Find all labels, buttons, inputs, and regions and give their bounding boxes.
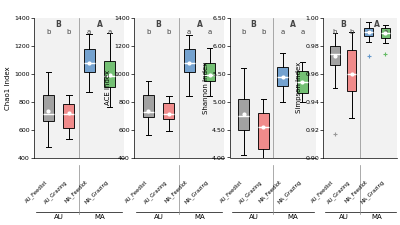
Text: b: b (146, 29, 150, 35)
Text: a: a (87, 29, 91, 35)
Text: a: a (108, 29, 112, 35)
Text: AU: AU (154, 214, 164, 220)
Text: a: a (208, 29, 212, 35)
PathPatch shape (184, 49, 195, 72)
Text: B: B (250, 20, 256, 29)
Text: a: a (366, 29, 371, 35)
Text: MA_Feedlot: MA_Feedlot (64, 179, 89, 204)
Text: AU_Feedlot: AU_Feedlot (310, 179, 335, 204)
Text: MA_Feedlot: MA_Feedlot (164, 179, 189, 204)
Text: AU_Grazing: AU_Grazing (143, 179, 169, 205)
Text: A: A (290, 20, 296, 29)
Text: b: b (242, 29, 246, 35)
Text: MA: MA (287, 214, 298, 220)
Text: a: a (281, 29, 285, 35)
Text: b: b (261, 29, 266, 35)
Text: b: b (46, 29, 50, 35)
Text: a: a (300, 29, 304, 35)
Text: B: B (156, 20, 162, 29)
Text: AU_Feedlot: AU_Feedlot (24, 179, 48, 204)
PathPatch shape (364, 28, 373, 36)
PathPatch shape (297, 71, 308, 93)
Text: MA_Feedlot: MA_Feedlot (258, 179, 283, 204)
PathPatch shape (381, 28, 390, 38)
Y-axis label: Chao1 Index: Chao1 Index (6, 66, 12, 110)
PathPatch shape (238, 99, 249, 130)
Text: MA_Feedlot: MA_Feedlot (343, 179, 369, 204)
Text: AU_Feedlot: AU_Feedlot (124, 179, 148, 204)
Text: b: b (166, 29, 171, 35)
Text: AU: AU (54, 214, 64, 220)
Text: AU: AU (338, 214, 348, 220)
PathPatch shape (43, 95, 54, 121)
Text: A: A (196, 20, 202, 29)
Y-axis label: Simpson Index: Simpson Index (296, 62, 302, 113)
Text: B: B (56, 20, 62, 29)
Y-axis label: Shannon Index: Shannon Index (203, 62, 209, 114)
Text: a: a (383, 29, 388, 35)
PathPatch shape (143, 95, 154, 117)
Text: b: b (66, 29, 71, 35)
Text: A: A (96, 20, 102, 29)
Text: b: b (350, 29, 354, 35)
PathPatch shape (163, 103, 174, 119)
PathPatch shape (84, 49, 95, 72)
Text: A: A (374, 20, 380, 29)
Text: AU_Grazing: AU_Grazing (326, 179, 352, 205)
PathPatch shape (258, 113, 269, 149)
PathPatch shape (204, 63, 215, 81)
Text: MA_Grazing: MA_Grazing (276, 179, 302, 205)
Text: MA_Grazing: MA_Grazing (184, 179, 210, 205)
Text: MA_Grazing: MA_Grazing (84, 179, 110, 205)
Text: AU_Grazing: AU_Grazing (43, 179, 69, 205)
Text: a: a (187, 29, 191, 35)
PathPatch shape (277, 67, 288, 86)
Text: AU_Grazing: AU_Grazing (238, 179, 263, 205)
Text: AU: AU (248, 214, 258, 220)
Text: AU_Feedlot: AU_Feedlot (219, 179, 244, 204)
PathPatch shape (330, 46, 340, 65)
Text: MA: MA (372, 214, 382, 220)
Text: MA: MA (194, 214, 205, 220)
Text: MA_Grazing: MA_Grazing (359, 179, 386, 205)
Text: b: b (333, 29, 337, 35)
PathPatch shape (347, 50, 356, 90)
Text: MA: MA (94, 214, 105, 220)
PathPatch shape (63, 104, 74, 128)
Y-axis label: ACE Index: ACE Index (106, 70, 112, 105)
PathPatch shape (104, 61, 115, 87)
Text: B: B (340, 20, 346, 29)
